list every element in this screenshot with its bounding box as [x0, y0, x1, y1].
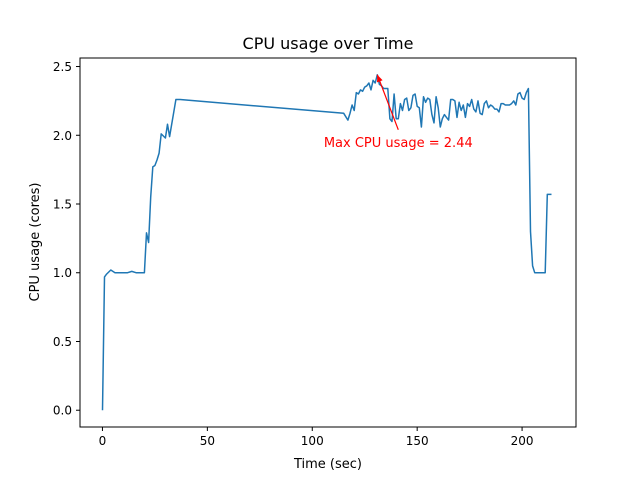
x-axis-label: Time (sec) [293, 457, 362, 472]
y-tick-label: 1.0 [53, 266, 72, 280]
x-axis-ticks: 0 50 100 150 200 [99, 427, 534, 448]
x-tick-label: 150 [406, 434, 429, 448]
plot-frame [79, 57, 577, 428]
annotation-arrowhead [376, 74, 383, 83]
y-axis-ticks: 0.0 0.5 1.0 1.5 2.0 2.5 [53, 60, 80, 418]
x-tick-label: 0 [99, 434, 107, 448]
y-tick-label: 2.5 [53, 60, 72, 74]
plot-area [80, 58, 576, 427]
y-tick-label: 0.5 [53, 335, 72, 349]
y-tick-label: 0.0 [53, 404, 72, 418]
annotation-arrow [376, 74, 399, 130]
series-line [101, 74, 552, 411]
annotation-text: Max CPU usage = 2.44 [324, 136, 473, 151]
chart-title: CPU usage over Time [243, 34, 414, 53]
x-tick-label: 50 [200, 434, 215, 448]
y-axis-label: CPU usage (cores) [28, 183, 43, 302]
plot-layer [101, 74, 552, 411]
y-tick-label: 1.5 [53, 198, 72, 212]
y-tick-label: 2.0 [53, 129, 72, 143]
x-tick-label: 200 [511, 434, 534, 448]
x-tick-label: 100 [301, 434, 324, 448]
